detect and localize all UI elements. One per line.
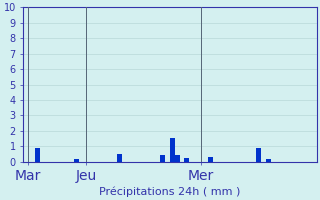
Bar bbox=[208, 157, 213, 162]
Bar bbox=[117, 154, 122, 162]
Bar bbox=[170, 138, 175, 162]
Bar bbox=[74, 159, 79, 162]
Bar bbox=[175, 155, 180, 162]
Bar bbox=[184, 158, 189, 162]
Bar bbox=[36, 148, 40, 162]
X-axis label: Précipitations 24h ( mm ): Précipitations 24h ( mm ) bbox=[99, 186, 241, 197]
Bar bbox=[256, 148, 261, 162]
Bar bbox=[266, 159, 271, 162]
Bar bbox=[160, 155, 165, 162]
